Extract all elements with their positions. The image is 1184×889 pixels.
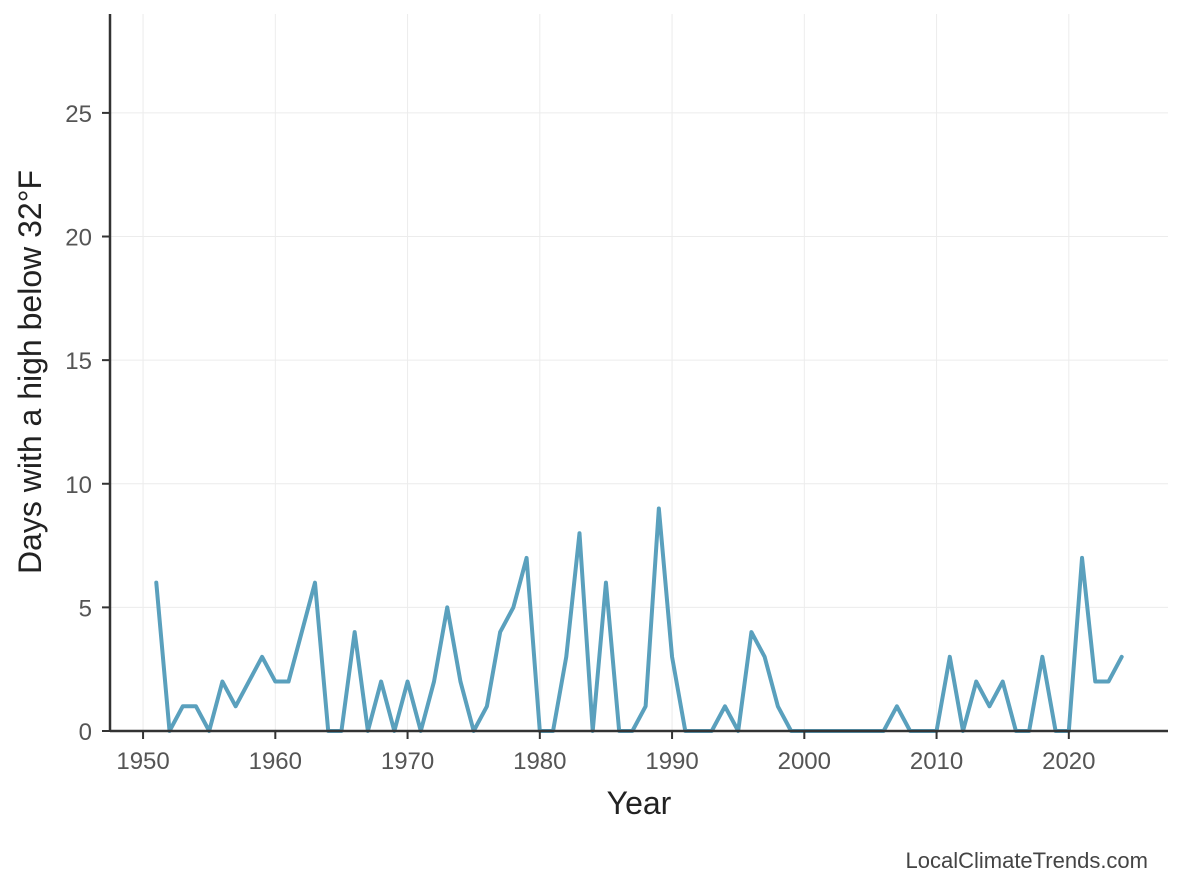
site-credit: LocalClimateTrends.com xyxy=(905,848,1149,873)
y-tick-label: 5 xyxy=(79,595,92,622)
series-line xyxy=(154,506,1124,733)
x-tick-label: 1970 xyxy=(381,748,434,775)
x-tick-label: 2000 xyxy=(778,748,831,775)
x-tick-label: 1950 xyxy=(116,748,169,775)
x-tick-label: 2010 xyxy=(910,748,963,775)
y-axis-ticks: 0 5 10 15 20 25 xyxy=(65,101,110,746)
x-tick-label: 1980 xyxy=(513,748,566,775)
x-tick-label: 2020 xyxy=(1042,748,1095,775)
x-axis-ticks: 1950 1960 1970 1980 1990 2000 2010 2020 xyxy=(116,731,1096,775)
x-axis-title: Year xyxy=(607,785,672,821)
y-tick-label: 10 xyxy=(65,472,92,499)
y-tick-label: 15 xyxy=(65,348,92,375)
y-tick-label: 20 xyxy=(65,225,92,252)
grid-lines xyxy=(110,14,1168,732)
series-line-layer xyxy=(154,506,1124,733)
y-tick-label: 0 xyxy=(79,719,92,746)
y-tick-label: 25 xyxy=(65,101,92,128)
x-tick-label: 1990 xyxy=(645,748,698,775)
y-axis-title: Days with a high below 32°F xyxy=(12,170,48,574)
x-tick-label: 1960 xyxy=(249,748,302,775)
axes xyxy=(108,14,1168,733)
